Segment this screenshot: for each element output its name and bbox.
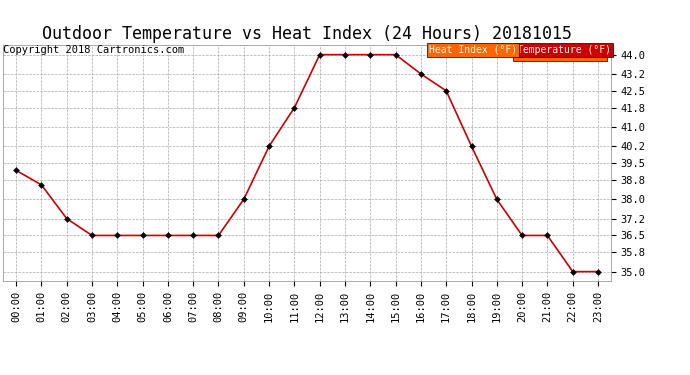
Text: Copyright 2018 Cartronics.com: Copyright 2018 Cartronics.com <box>3 45 185 56</box>
Text: Temperature (°F): Temperature (°F) <box>517 45 611 55</box>
Title: Outdoor Temperature vs Heat Index (24 Hours) 20181015: Outdoor Temperature vs Heat Index (24 Ho… <box>42 26 572 44</box>
Text: Heat Index (°F): Heat Index (°F) <box>515 48 604 58</box>
Text: Heat Index (°F): Heat Index (°F) <box>428 45 517 55</box>
